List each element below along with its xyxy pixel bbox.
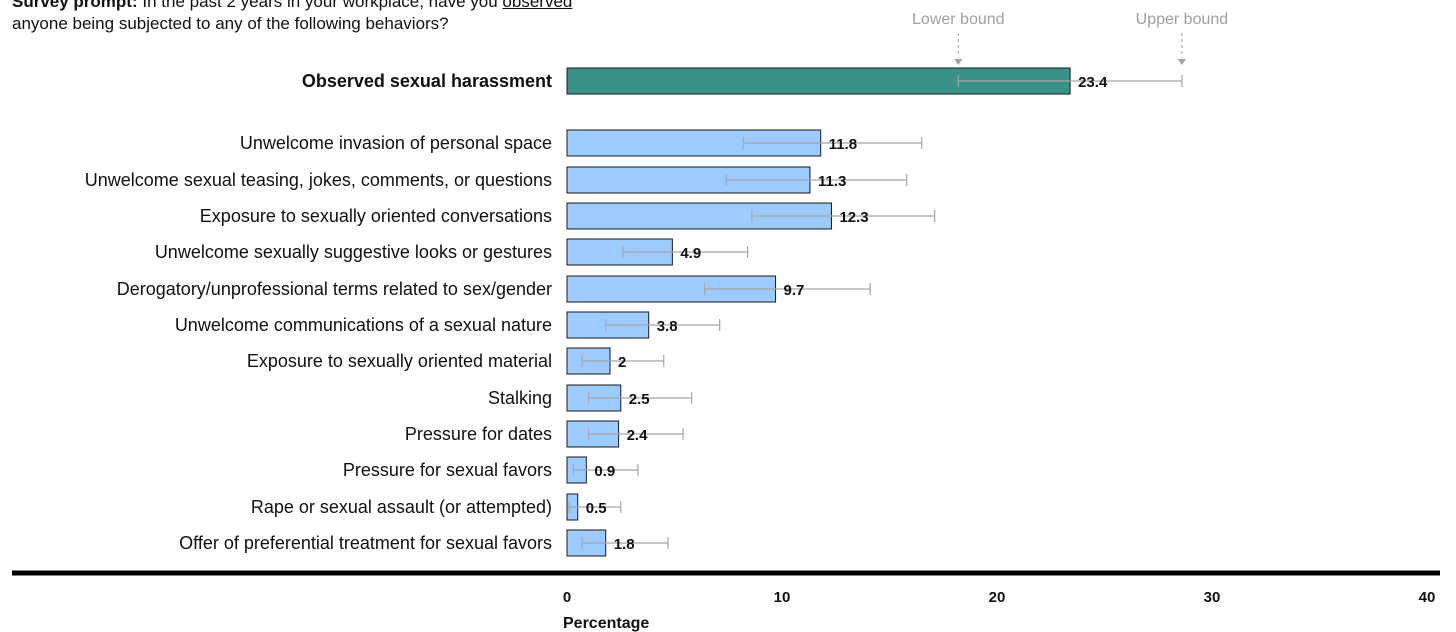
legend-lower-bound-label: Lower bound (912, 11, 1005, 28)
category-label: Exposure to sexually oriented conversati… (200, 206, 552, 226)
value-label: 11.8 (829, 136, 857, 153)
x-tick-label: 40 (1419, 589, 1436, 606)
x-tick-label: 30 (1204, 589, 1221, 606)
survey-prompt-text-1: In the past 2 years in your workplace, h… (142, 0, 498, 11)
category-label: Pressure for dates (405, 424, 552, 444)
survey-prompt-emphasis: observed (502, 0, 573, 11)
category-label: Derogatory/unprofessional terms related … (117, 279, 552, 299)
value-label: 4.9 (680, 245, 701, 262)
category-label: Rape or sexual assault (or attempted) (251, 497, 552, 517)
value-label: 1.8 (614, 536, 635, 553)
value-label: 12.3 (839, 209, 868, 226)
category-label: Unwelcome communications of a sexual nat… (175, 315, 552, 335)
category-label: Stalking (488, 388, 552, 408)
value-label: 0.5 (586, 500, 607, 517)
category-label: Unwelcome sexually suggestive looks or g… (155, 242, 552, 262)
value-label: 2.5 (629, 391, 650, 408)
survey-prompt: Survey prompt: In the past 2 years in yo… (12, 0, 612, 35)
legend-upper-bound-label: Upper bound (1136, 11, 1229, 28)
category-label: Unwelcome sexual teasing, jokes, comment… (85, 170, 552, 190)
value-label: 3.8 (657, 318, 678, 335)
x-tick-label: 0 (563, 589, 571, 606)
survey-prompt-text-2: anyone being subjected to any of the fol… (12, 14, 449, 33)
value-label: 11.3 (818, 173, 846, 190)
summary-category-label: Observed sexual harassment (302, 71, 552, 91)
x-axis-title: Percentage (563, 615, 649, 632)
legend-upper-arrow-icon (1177, 59, 1186, 65)
category-label: Offer of preferential treatment for sexu… (179, 533, 552, 553)
x-tick-label: 10 (774, 589, 791, 606)
value-label: 23.4 (1078, 74, 1108, 91)
survey-prompt-lead: Survey prompt: (12, 0, 138, 11)
value-label: 2.4 (627, 427, 649, 444)
value-label: 9.7 (784, 282, 805, 299)
category-label: Pressure for sexual favors (343, 460, 552, 480)
category-label: Exposure to sexually oriented material (247, 351, 552, 371)
legend-lower-arrow-icon (954, 59, 963, 65)
x-tick-label: 20 (989, 589, 1006, 606)
category-label: Unwelcome invasion of personal space (240, 133, 552, 153)
value-label: 0.9 (594, 463, 615, 480)
value-label: 2 (618, 354, 626, 371)
